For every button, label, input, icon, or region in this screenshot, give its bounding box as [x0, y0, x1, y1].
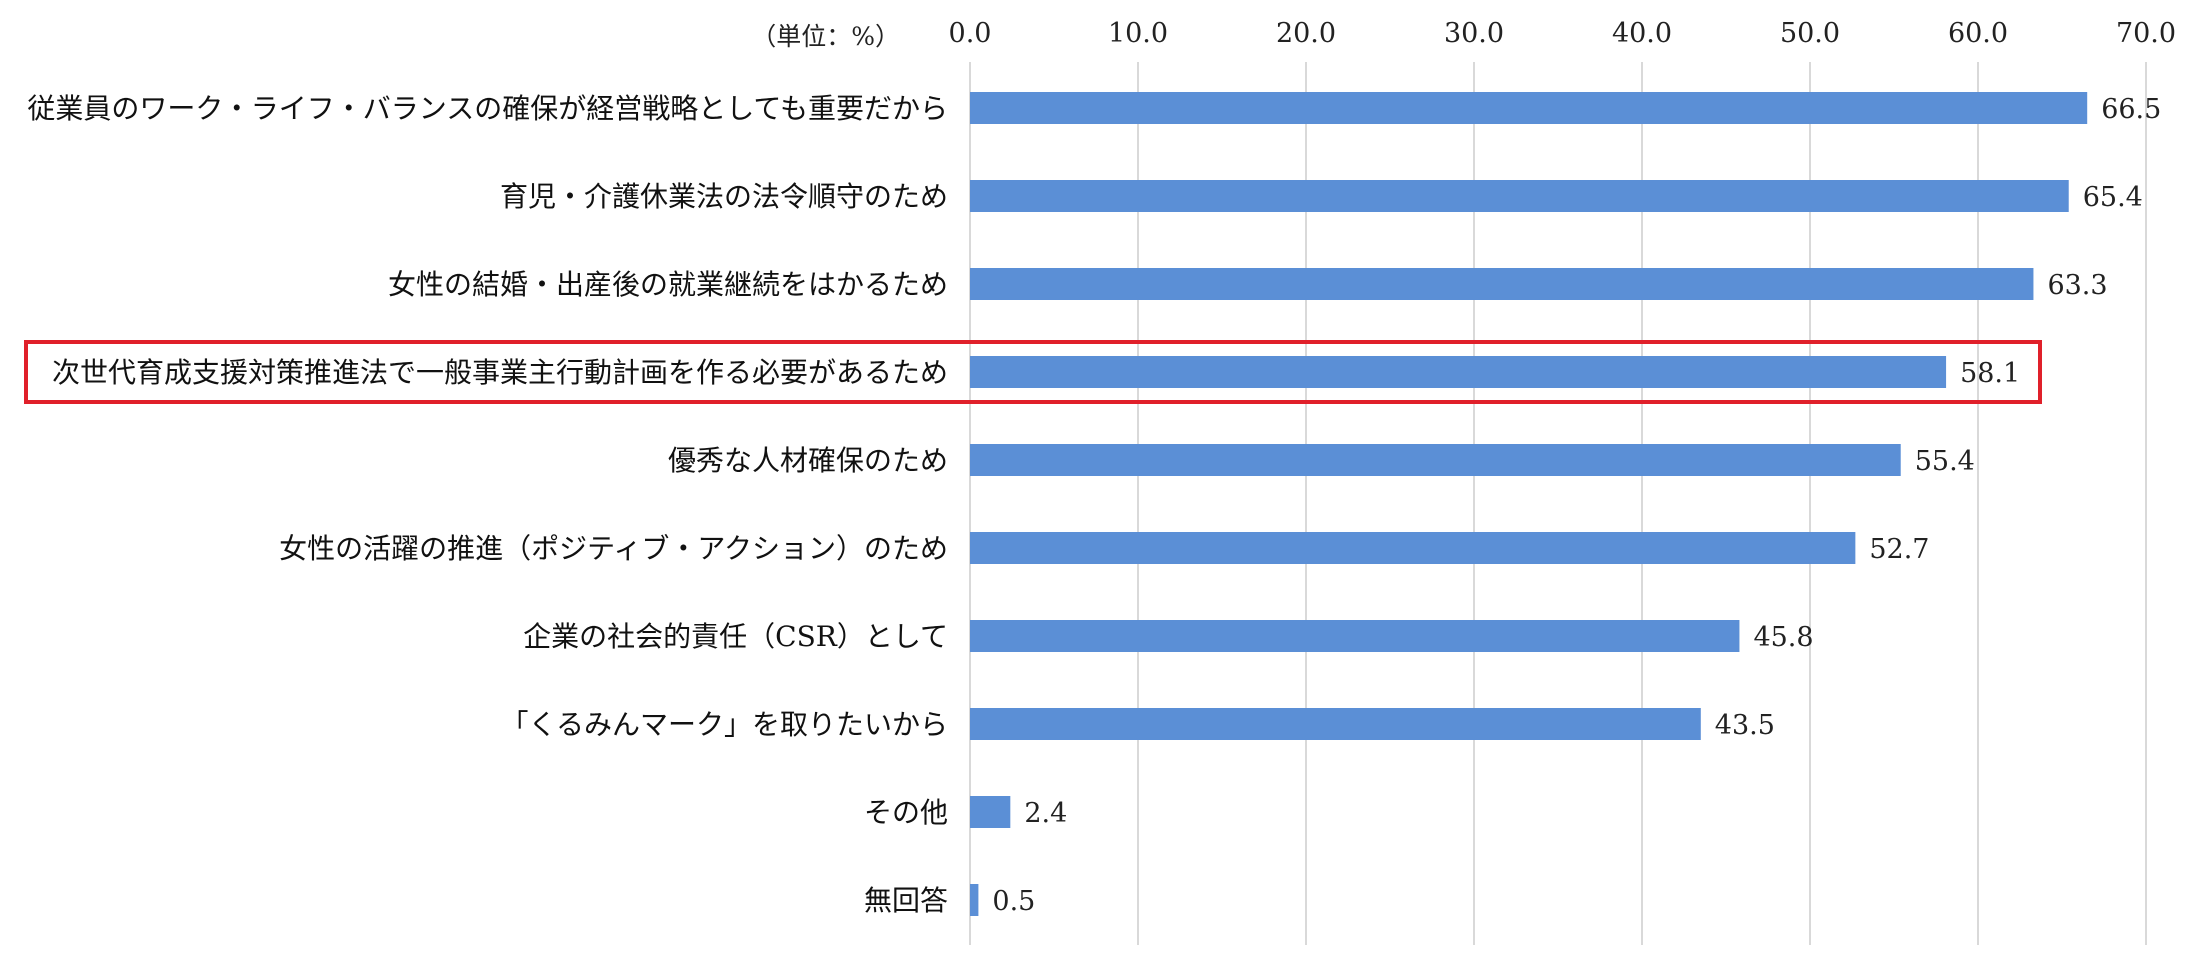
- category-label: 従業員のワーク・ライフ・バランスの確保が経営戦略としても重要だから: [27, 92, 948, 125]
- x-axis: （単位：%） 0.0 10.0 20.0 30.0 40.0 50.0 60.0 70.0: [751, 18, 2176, 51]
- x-tick-label: 60.0: [1948, 18, 2008, 49]
- highlight: [24, 340, 2042, 404]
- bar: [970, 620, 1740, 652]
- category-labels: 従業員のワーク・ライフ・バランスの確保が経営戦略としても重要だから育児・介護休業…: [27, 92, 948, 917]
- value-label: 55.4: [1915, 446, 1975, 477]
- value-label: 65.4: [2083, 182, 2143, 213]
- category-label: 企業の社会的責任（CSR）として: [523, 620, 948, 653]
- category-label: その他: [864, 796, 948, 829]
- category-label: 女性の結婚・出産後の就業継続をはかるため: [388, 268, 948, 301]
- bar: [970, 356, 1947, 388]
- bar: [970, 92, 2088, 124]
- bar: [970, 884, 979, 916]
- bar: [970, 796, 1011, 828]
- x-tick-label: 40.0: [1612, 18, 1672, 49]
- bar: [970, 268, 2034, 300]
- value-label: 63.3: [2047, 270, 2107, 301]
- value-label: 0.5: [992, 886, 1035, 917]
- x-tick-label: 20.0: [1276, 18, 1336, 49]
- unit-label: （単位：%）: [751, 22, 900, 51]
- value-label: 2.4: [1024, 798, 1067, 829]
- value-label: 52.7: [1869, 534, 1929, 565]
- x-tick-label: 0.0: [949, 18, 992, 49]
- bars: [970, 92, 2088, 916]
- value-label: 58.1: [1960, 358, 2020, 389]
- category-label: 次世代育成支援対策推進法で一般事業主行動計画を作る必要があるため: [52, 356, 948, 389]
- category-label: 女性の活躍の推進（ポジティブ・アクション）のため: [279, 532, 948, 565]
- category-label: 「くるみんマーク」を取りたいから: [501, 708, 948, 741]
- x-tick-label: 70.0: [2116, 18, 2176, 49]
- highlight-box: [24, 340, 2042, 404]
- bar: [970, 532, 1856, 564]
- category-label: 育児・介護休業法の法令順守のため: [500, 180, 948, 213]
- category-label: 無回答: [864, 884, 948, 917]
- value-label: 45.8: [1753, 622, 1813, 653]
- value-label: 66.5: [2101, 94, 2161, 125]
- bar: [970, 444, 1901, 476]
- value-label: 43.5: [1715, 710, 1775, 741]
- category-label: 優秀な人材確保のため: [668, 444, 948, 477]
- x-tick-label: 10.0: [1108, 18, 1168, 49]
- x-tick-label: 50.0: [1780, 18, 1840, 49]
- bar: [970, 708, 1701, 740]
- x-tick-label: 30.0: [1444, 18, 1504, 49]
- value-labels: 66.5 65.4 63.3 58.1 55.4 52.7 45.8 43.5 2.4 0.5: [992, 94, 2161, 917]
- bar: [970, 180, 2069, 212]
